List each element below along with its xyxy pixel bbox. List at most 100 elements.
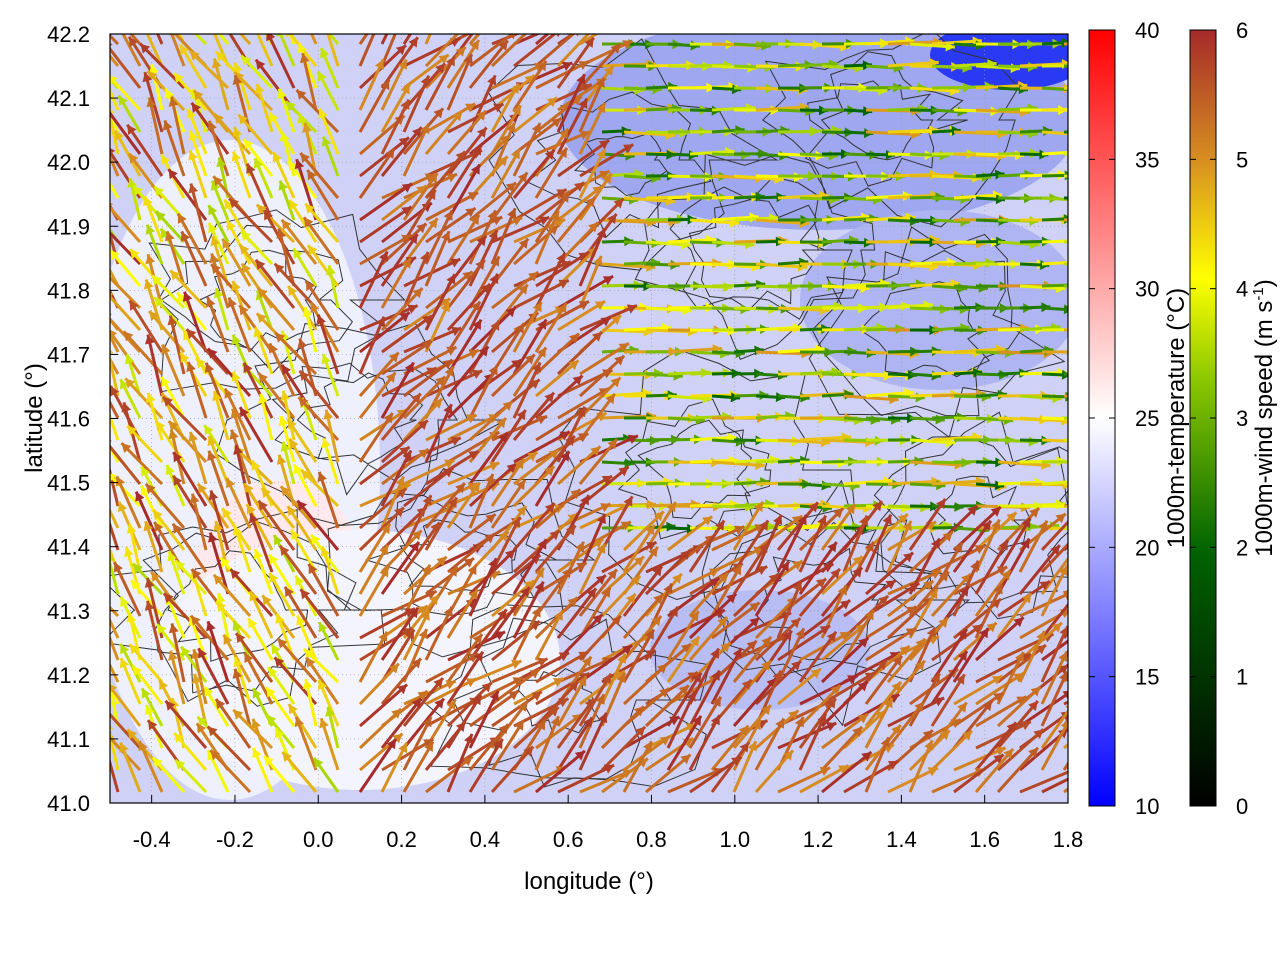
wind-vector-head <box>222 508 232 519</box>
wind-vector <box>381 447 430 486</box>
wind-vector-head <box>715 520 725 531</box>
wind-vector <box>490 479 527 529</box>
wind-vector-head <box>1058 565 1068 576</box>
wind-vector <box>425 413 478 442</box>
wind-vector <box>688 592 738 640</box>
wind-vector-head <box>1080 147 1089 157</box>
wind-vector-head <box>276 0 285 9</box>
wind-vector <box>754 749 795 793</box>
wind-vector <box>512 318 548 375</box>
wind-vector <box>305 656 340 705</box>
wind-vector <box>425 755 474 794</box>
wind-vector-head <box>233 657 243 668</box>
wind-vector-head <box>204 686 214 697</box>
wind-vector <box>380 475 405 529</box>
wind-vector <box>534 332 581 376</box>
wind-vector-head <box>156 420 166 432</box>
wind-vector-head <box>110 202 114 207</box>
wind-vector <box>578 227 607 287</box>
wind-vector-head <box>462 271 473 281</box>
wind-vector <box>380 98 411 155</box>
wind-vector-head <box>276 34 284 37</box>
wind-vector-head <box>1028 701 1038 712</box>
wind-vector-head <box>581 83 592 93</box>
wind-vector-head <box>514 720 524 731</box>
wind-vector-head <box>539 216 550 226</box>
wind-vector <box>557 387 610 420</box>
wind-vector-head <box>593 256 603 267</box>
wind-vector <box>732 740 758 793</box>
wind-vector-head <box>467 564 477 576</box>
wind-vector-head <box>163 120 173 131</box>
wind-vector-head <box>124 354 135 365</box>
wind-vector-head <box>177 292 187 303</box>
wind-vector-head <box>95 124 104 134</box>
wind-vector <box>359 136 410 178</box>
wind-vector-head <box>469 40 479 51</box>
wind-vector-head <box>753 546 764 556</box>
wind-vector <box>865 626 917 662</box>
wind-vector <box>535 60 590 90</box>
wind-vector-head <box>172 523 183 534</box>
wind-vector <box>754 560 791 617</box>
wind-vector <box>732 572 780 618</box>
wind-vector-head <box>497 609 507 620</box>
wind-vector-head <box>468 589 478 600</box>
wind-vector-head <box>852 726 862 737</box>
wind-vector-head <box>775 718 784 729</box>
wind-vector <box>996 700 1039 749</box>
wind-vector <box>129 34 142 45</box>
wind-vector-head <box>163 396 173 407</box>
wind-vector-head <box>152 275 162 286</box>
colorbar-tick-label: 30 <box>1135 277 1159 302</box>
wind-vector-head <box>455 46 466 57</box>
wind-vector-head <box>477 127 487 138</box>
wind-vector-head <box>498 432 508 443</box>
wind-vector-head <box>385 372 396 383</box>
wind-vector <box>359 482 412 508</box>
wind-vector <box>578 586 612 639</box>
wind-vector-head <box>739 742 749 753</box>
wind-vector-head <box>214 113 224 124</box>
wind-vector-head <box>207 19 216 29</box>
wind-vector <box>535 712 583 750</box>
wind-vector-head <box>531 691 542 701</box>
wind-vector-head <box>741 679 752 690</box>
wind-vector <box>798 684 842 728</box>
wind-vector <box>1018 520 1049 573</box>
wind-vector <box>667 567 720 596</box>
wind-vector <box>110 180 120 199</box>
wind-vector-head <box>930 569 942 580</box>
wind-vector-head <box>957 629 967 640</box>
wind-vector-head <box>616 653 626 664</box>
wind-vector-head <box>412 127 422 138</box>
wind-vector-head <box>120 379 129 390</box>
wind-vector <box>359 445 411 486</box>
wind-vector-head <box>318 108 328 119</box>
wind-vector <box>996 728 1045 772</box>
wind-vector <box>512 148 556 199</box>
wind-vector-head <box>872 501 882 512</box>
wind-vector-head <box>284 586 294 598</box>
wind-vector <box>208 532 230 595</box>
y-tick-label: 42.0 <box>47 150 90 175</box>
wind-vector <box>578 568 618 617</box>
wind-vector <box>953 691 1005 728</box>
wind-vector <box>134 490 164 551</box>
wind-vector-head <box>594 301 606 311</box>
wind-vector <box>534 524 577 573</box>
wind-vector-head <box>255 59 266 70</box>
wind-vector-head <box>133 563 143 574</box>
wind-vector <box>468 462 518 508</box>
wind-vector-head <box>518 238 529 249</box>
wind-vector-head <box>232 668 243 679</box>
wind-vector-head <box>583 717 593 728</box>
wind-vector-head <box>379 567 389 578</box>
wind-vector <box>512 60 548 111</box>
wind-vector-head <box>600 317 611 327</box>
wind-vector <box>189 614 230 661</box>
wind-vector-head <box>986 622 997 633</box>
wind-vector-head <box>285 34 291 38</box>
wind-vector-head <box>738 725 749 736</box>
